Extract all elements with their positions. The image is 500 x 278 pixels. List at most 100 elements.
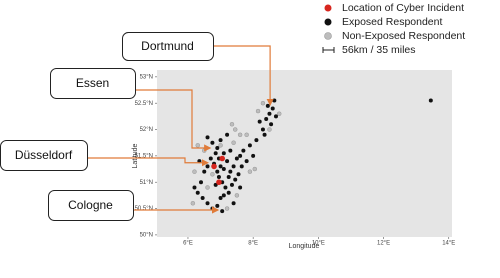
point	[226, 190, 231, 195]
point	[202, 169, 207, 174]
point	[247, 169, 253, 174]
callouts: Dortmund Essen Düsseldorf Cologne	[0, 32, 274, 221]
point	[215, 145, 220, 150]
x-axis-label: Longitude	[289, 243, 320, 250]
x-tick-label: 14°E	[442, 241, 455, 247]
point	[208, 156, 213, 161]
point	[218, 164, 223, 169]
point	[257, 119, 262, 124]
point	[213, 151, 218, 156]
callout-arrow	[135, 89, 212, 152]
point	[269, 122, 274, 127]
x-tick-label: 8°E	[248, 241, 258, 247]
x-tick-label: 10°E	[312, 241, 325, 247]
point	[244, 132, 249, 137]
callout-label: Dortmund	[141, 39, 194, 53]
point	[210, 140, 215, 145]
point	[260, 100, 266, 106]
y-tick-label: 51°N	[140, 180, 153, 186]
point	[228, 148, 233, 153]
callout-arrow	[213, 45, 274, 106]
legend-label: Non-Exposed Respondent	[342, 30, 465, 42]
callout-label: Düsseldorf	[15, 148, 73, 162]
point	[202, 148, 207, 153]
point	[247, 143, 252, 148]
callout-box	[48, 190, 134, 221]
point	[211, 163, 217, 170]
point	[220, 209, 225, 214]
point	[234, 156, 239, 161]
legend: Location of Cyber Incident Exposed Respon…	[322, 2, 465, 56]
point	[216, 174, 221, 179]
point	[228, 169, 233, 174]
y-axis-label: Latitude	[132, 143, 139, 168]
y-tick-label: 51.5°N	[135, 153, 153, 159]
point	[200, 196, 205, 201]
legend-swatch	[324, 18, 332, 26]
point	[252, 166, 257, 172]
point	[226, 174, 231, 179]
point	[221, 193, 226, 198]
point	[234, 193, 240, 198]
callout-box	[0, 140, 88, 171]
point	[192, 169, 197, 174]
x-tick-label: 12°E	[377, 241, 390, 247]
point	[231, 201, 236, 206]
callout-label: Essen	[76, 76, 109, 90]
legend-swatch	[324, 32, 332, 40]
point	[225, 132, 230, 137]
point	[241, 148, 246, 153]
point	[221, 167, 226, 172]
point	[237, 132, 243, 137]
point	[260, 127, 265, 132]
point	[218, 196, 223, 201]
point	[219, 155, 225, 162]
x-tick-label: 6°E	[183, 241, 193, 247]
point	[218, 138, 223, 143]
y-tick-label: 52°N	[140, 127, 153, 133]
point	[277, 111, 282, 116]
callout-box	[122, 32, 214, 61]
point	[192, 185, 197, 190]
point	[205, 201, 210, 206]
point	[190, 201, 196, 206]
point	[255, 108, 261, 114]
point	[199, 180, 204, 185]
callout-label: Cologne	[68, 198, 113, 212]
scale-label: 56km / 35 miles	[342, 44, 416, 56]
legend-label: Exposed Respondent	[342, 16, 442, 28]
point	[270, 106, 275, 111]
point	[251, 153, 256, 158]
point	[273, 114, 278, 119]
point	[225, 159, 230, 164]
callout-box	[50, 68, 136, 99]
y-tick-label: 50.5°N	[135, 206, 153, 212]
point	[244, 159, 249, 164]
point	[218, 143, 223, 148]
point	[210, 172, 215, 177]
point	[233, 127, 238, 132]
point	[195, 190, 200, 195]
point	[272, 98, 277, 103]
y-tick-label: 50°N	[140, 232, 153, 238]
point	[229, 182, 234, 187]
point	[231, 164, 236, 169]
legend-swatch	[324, 4, 332, 12]
point	[205, 164, 210, 169]
point	[195, 143, 200, 148]
point	[428, 98, 433, 103]
point	[205, 185, 210, 190]
point	[264, 116, 269, 121]
y-tick-label: 52.5°N	[135, 101, 153, 107]
point	[221, 151, 226, 156]
point	[215, 169, 220, 174]
point	[239, 164, 244, 169]
point	[229, 122, 235, 127]
callout-arrow	[87, 157, 210, 167]
point	[231, 140, 236, 145]
point	[223, 185, 228, 190]
point	[265, 103, 270, 108]
point	[267, 127, 272, 132]
point	[224, 206, 230, 211]
